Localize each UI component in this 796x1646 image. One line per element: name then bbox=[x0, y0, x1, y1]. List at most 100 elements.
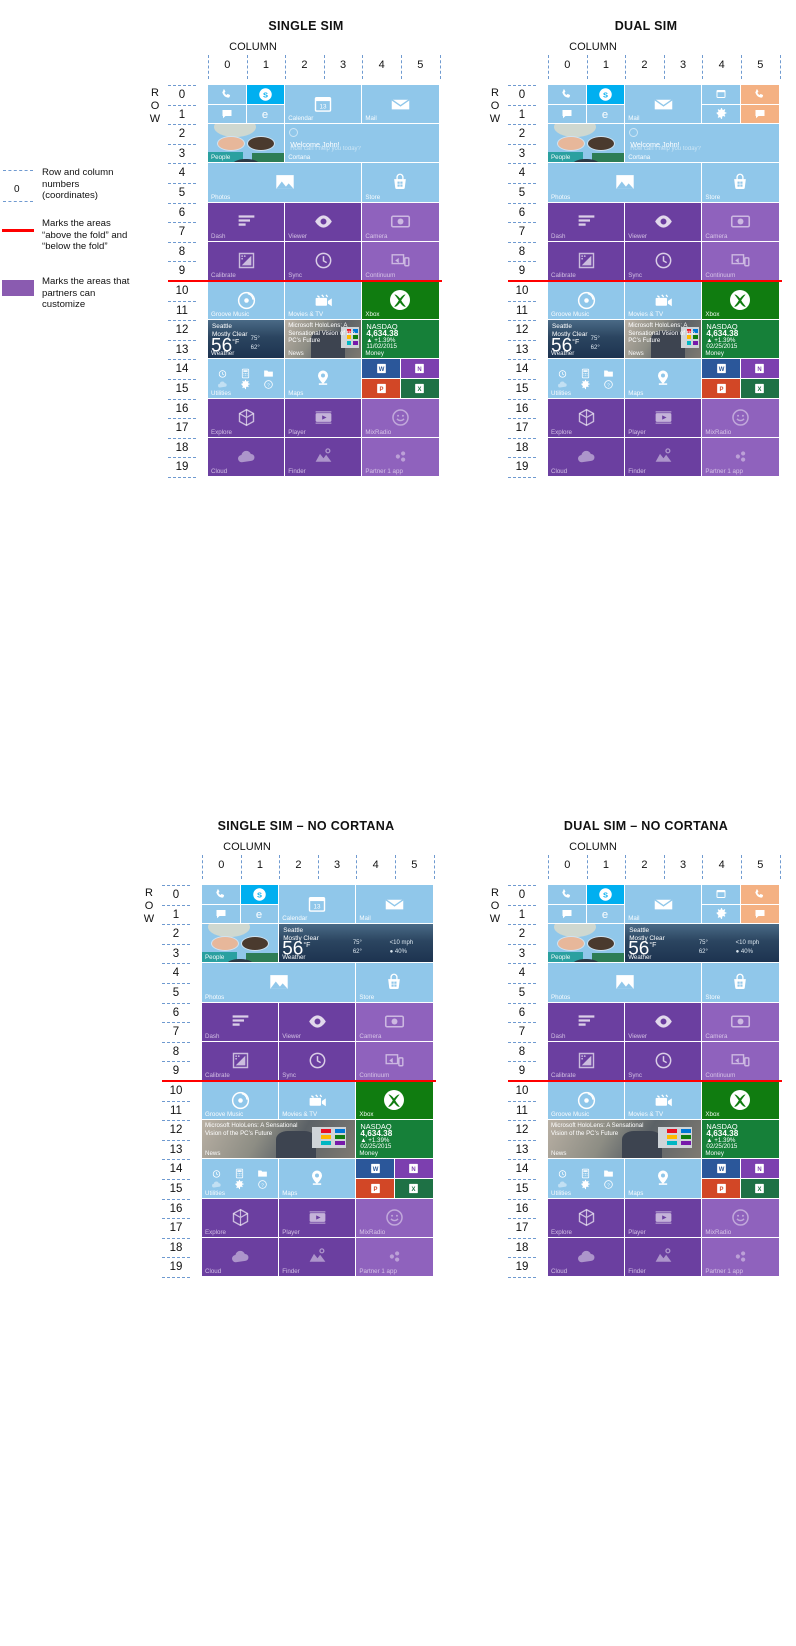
tile-movies-tv[interactable]: Movies & TV bbox=[285, 281, 362, 320]
tile-dash[interactable]: Dash bbox=[548, 202, 625, 241]
tile-calibrate[interactable]: Calibrate bbox=[202, 1041, 279, 1080]
tile-utilities[interactable]: ? Utilities bbox=[548, 359, 625, 398]
tile-explore[interactable]: Explore bbox=[208, 398, 285, 437]
tile-viewer[interactable]: Viewer bbox=[279, 1002, 356, 1041]
tile-phone[interactable] bbox=[202, 885, 240, 904]
tile-calendar[interactable] bbox=[702, 85, 740, 104]
tile-phone-sim2[interactable] bbox=[741, 885, 779, 904]
tile-word[interactable]: W bbox=[356, 1159, 394, 1178]
tile-calendar[interactable] bbox=[702, 885, 740, 904]
tile-skype[interactable]: S bbox=[246, 85, 285, 104]
tile-dash[interactable]: Dash bbox=[202, 1002, 279, 1041]
tile-messaging-sim2[interactable] bbox=[741, 104, 779, 124]
tile-weather-top[interactable]: Seattle Mostly Clear 56°F 75° 62° <10 mph ● 40… bbox=[625, 924, 779, 963]
tile-edge[interactable]: e bbox=[246, 104, 285, 124]
tile-messaging-sim2[interactable] bbox=[741, 904, 779, 924]
tile-dash[interactable]: Dash bbox=[548, 1002, 625, 1041]
tile-excel[interactable]: X bbox=[395, 1179, 433, 1198]
tile-maps[interactable]: Maps bbox=[279, 1159, 356, 1198]
tile-xbox[interactable]: Xbox bbox=[356, 1081, 433, 1120]
tile-powerpoint[interactable]: P bbox=[362, 379, 400, 398]
tile-onenote[interactable]: N bbox=[401, 359, 439, 378]
tile-calendar[interactable]: 13 Calendar bbox=[285, 85, 362, 124]
tile-camera[interactable]: Camera bbox=[702, 202, 779, 241]
tile-messaging[interactable] bbox=[548, 104, 586, 124]
tile-news[interactable]: Microsoft HoloLens: A Sensational Vision… bbox=[625, 320, 702, 359]
tile-store[interactable]: Store bbox=[362, 163, 439, 202]
tile-maps[interactable]: Maps bbox=[625, 359, 702, 398]
tile-partner-app[interactable]: Partner 1 app bbox=[702, 437, 779, 476]
tile-store[interactable]: Store bbox=[702, 963, 779, 1002]
tile-money[interactable]: NASDAQ 4,634.38 ▲ +1.39% 02/25/2015 Money bbox=[702, 320, 779, 359]
tile-word[interactable]: W bbox=[702, 1159, 740, 1178]
tile-edge[interactable]: e bbox=[586, 104, 625, 124]
tile-excel[interactable]: X bbox=[741, 379, 779, 398]
tile-people[interactable]: People bbox=[548, 124, 625, 163]
tile-camera[interactable]: Camera bbox=[356, 1002, 433, 1041]
tile-powerpoint[interactable]: P bbox=[702, 1179, 740, 1198]
tile-mixradio[interactable]: MixRadio bbox=[362, 398, 439, 437]
tile-xbox[interactable]: Xbox bbox=[362, 281, 439, 320]
tile-camera[interactable]: Camera bbox=[702, 1002, 779, 1041]
tile-finder[interactable]: Finder bbox=[625, 1237, 702, 1276]
tile-word[interactable]: W bbox=[702, 359, 740, 378]
tile-movies-tv[interactable]: Movies & TV bbox=[279, 1081, 356, 1120]
tile-photos[interactable]: Photos bbox=[202, 963, 356, 1002]
tile-cloud[interactable]: Cloud bbox=[548, 1237, 625, 1276]
tile-news[interactable]: Microsoft HoloLens: A Sensational Vision… bbox=[548, 1120, 702, 1159]
tile-onenote[interactable]: N bbox=[395, 1159, 433, 1178]
tile-photos[interactable]: Photos bbox=[548, 963, 702, 1002]
tile-money[interactable]: NASDAQ 4,634.38 ▲ +1.39% 02/25/2015 Money bbox=[702, 1120, 779, 1159]
tile-news[interactable]: Microsoft HoloLens: A Sensational Vision… bbox=[285, 320, 362, 359]
tile-sync[interactable]: Sync bbox=[285, 241, 362, 280]
tile-mail[interactable]: Mail bbox=[625, 85, 702, 124]
tile-continuum[interactable]: Continuum bbox=[356, 1041, 433, 1080]
tile-store[interactable]: Store bbox=[356, 963, 433, 1002]
tile-weather[interactable]: Seattle Mostly Clear 56°F 75° 62° Weather bbox=[208, 320, 285, 359]
tile-mixradio[interactable]: MixRadio bbox=[702, 1198, 779, 1237]
tile-people[interactable]: People bbox=[202, 924, 279, 963]
tile-groove-music[interactable]: Groove Music bbox=[548, 1081, 625, 1120]
tile-calibrate[interactable]: Calibrate bbox=[548, 241, 625, 280]
tile-photos[interactable]: Photos bbox=[208, 163, 362, 202]
tile-mixradio[interactable]: MixRadio bbox=[702, 398, 779, 437]
tile-news[interactable]: Microsoft HoloLens: A Sensational Vision… bbox=[202, 1120, 356, 1159]
tile-onenote[interactable]: N bbox=[741, 1159, 779, 1178]
tile-phone-sim2[interactable] bbox=[741, 85, 779, 104]
tile-cloud[interactable]: Cloud bbox=[202, 1237, 279, 1276]
tile-photos[interactable]: Photos bbox=[548, 163, 702, 202]
tile-viewer[interactable]: Viewer bbox=[625, 202, 702, 241]
tile-dash[interactable]: Dash bbox=[208, 202, 285, 241]
tile-powerpoint[interactable]: P bbox=[702, 379, 740, 398]
tile-viewer[interactable]: Viewer bbox=[625, 1002, 702, 1041]
tile-skype[interactable]: S bbox=[586, 885, 625, 904]
tile-excel[interactable]: X bbox=[401, 379, 439, 398]
tile-money[interactable]: NASDAQ 4,634.38 ▲ +1.39% 11/02/2015 Money bbox=[362, 320, 439, 359]
tile-cloud[interactable]: Cloud bbox=[548, 437, 625, 476]
tile-mixradio[interactable]: MixRadio bbox=[356, 1198, 433, 1237]
tile-mail[interactable]: Mail bbox=[362, 85, 439, 124]
tile-settings[interactable] bbox=[702, 904, 740, 924]
tile-skype[interactable]: S bbox=[586, 85, 625, 104]
tile-word[interactable]: W bbox=[362, 359, 400, 378]
tile-groove-music[interactable]: Groove Music bbox=[202, 1081, 279, 1120]
tile-movies-tv[interactable]: Movies & TV bbox=[625, 1081, 702, 1120]
tile-partner-app[interactable]: Partner 1 app bbox=[702, 1237, 779, 1276]
tile-maps[interactable]: Maps bbox=[625, 1159, 702, 1198]
tile-messaging[interactable] bbox=[208, 104, 246, 124]
tile-xbox[interactable]: Xbox bbox=[702, 281, 779, 320]
tile-player[interactable]: Player bbox=[279, 1198, 356, 1237]
tile-cloud[interactable]: Cloud bbox=[208, 437, 285, 476]
tile-explore[interactable]: Explore bbox=[202, 1198, 279, 1237]
tile-weather[interactable]: Seattle Mostly Clear 56°F 75° 62° Weather bbox=[548, 320, 625, 359]
tile-phone[interactable] bbox=[208, 85, 246, 104]
tile-powerpoint[interactable]: P bbox=[356, 1179, 394, 1198]
tile-explore[interactable]: Explore bbox=[548, 1198, 625, 1237]
tile-utilities[interactable]: ? Utilities bbox=[208, 359, 285, 398]
tile-continuum[interactable]: Continuum bbox=[362, 241, 439, 280]
tile-calendar[interactable]: 13 Calendar bbox=[279, 885, 356, 924]
tile-continuum[interactable]: Continuum bbox=[702, 1041, 779, 1080]
tile-excel[interactable]: X bbox=[741, 1179, 779, 1198]
tile-store[interactable]: Store bbox=[702, 163, 779, 202]
tile-money[interactable]: NASDAQ 4,634.38 ▲ +1.39% 02/25/2015 Money bbox=[356, 1120, 433, 1159]
